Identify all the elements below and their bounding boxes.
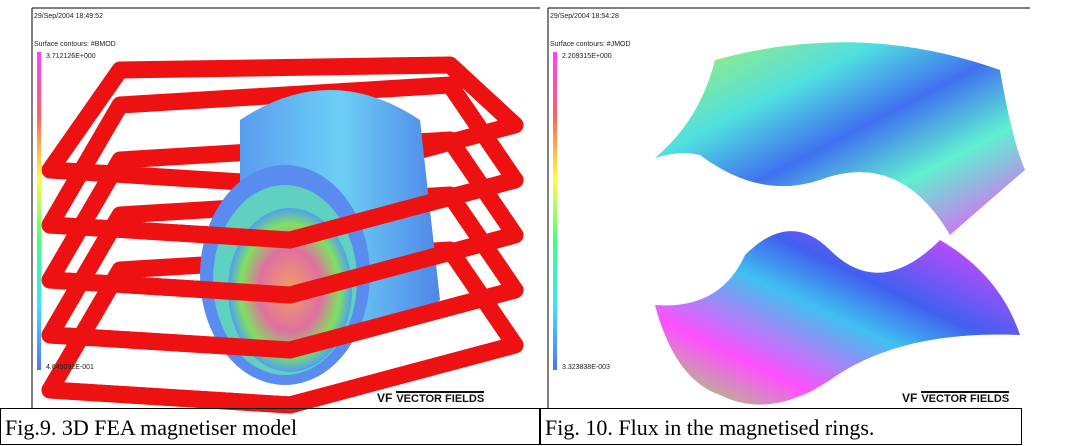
ring-lower: [655, 231, 1020, 404]
page: 29/Sep/2004 18:49:52 Surface contours: #B…: [0, 0, 1079, 446]
logo-text: VECTOR FIELDS: [921, 391, 1009, 405]
legend-max: 3.712126E+000: [46, 53, 96, 60]
ring-upper: [655, 42, 1025, 235]
caption: Fig.9. 3D FEA magnetiser model: [0, 408, 540, 445]
legend-bar: [37, 52, 41, 370]
legend-title: Surface contours: #BMOD: [34, 41, 116, 48]
legend-bar: [553, 52, 557, 370]
timestamp: 29/Sep/2004 18:54:28: [550, 13, 619, 20]
figures: [0, 0, 1079, 446]
logo-mark: VF: [377, 391, 392, 405]
legend-min: 4.649092E-001: [46, 364, 94, 371]
logo: VF VECTOR FIELDS: [902, 391, 1009, 405]
logo-text: VECTOR FIELDS: [396, 391, 484, 405]
legend-min: 3.323838E-003: [562, 364, 610, 371]
legend-max: 2.209315E+000: [562, 53, 612, 60]
timestamp: 29/Sep/2004 18:49:52: [34, 13, 103, 20]
caption: Fig. 10. Flux in the magnetised rings.: [540, 408, 1022, 445]
legend-title: Surface contours: #JMOD: [550, 41, 631, 48]
logo: VF VECTOR FIELDS: [377, 391, 484, 405]
logo-mark: VF: [902, 391, 917, 405]
